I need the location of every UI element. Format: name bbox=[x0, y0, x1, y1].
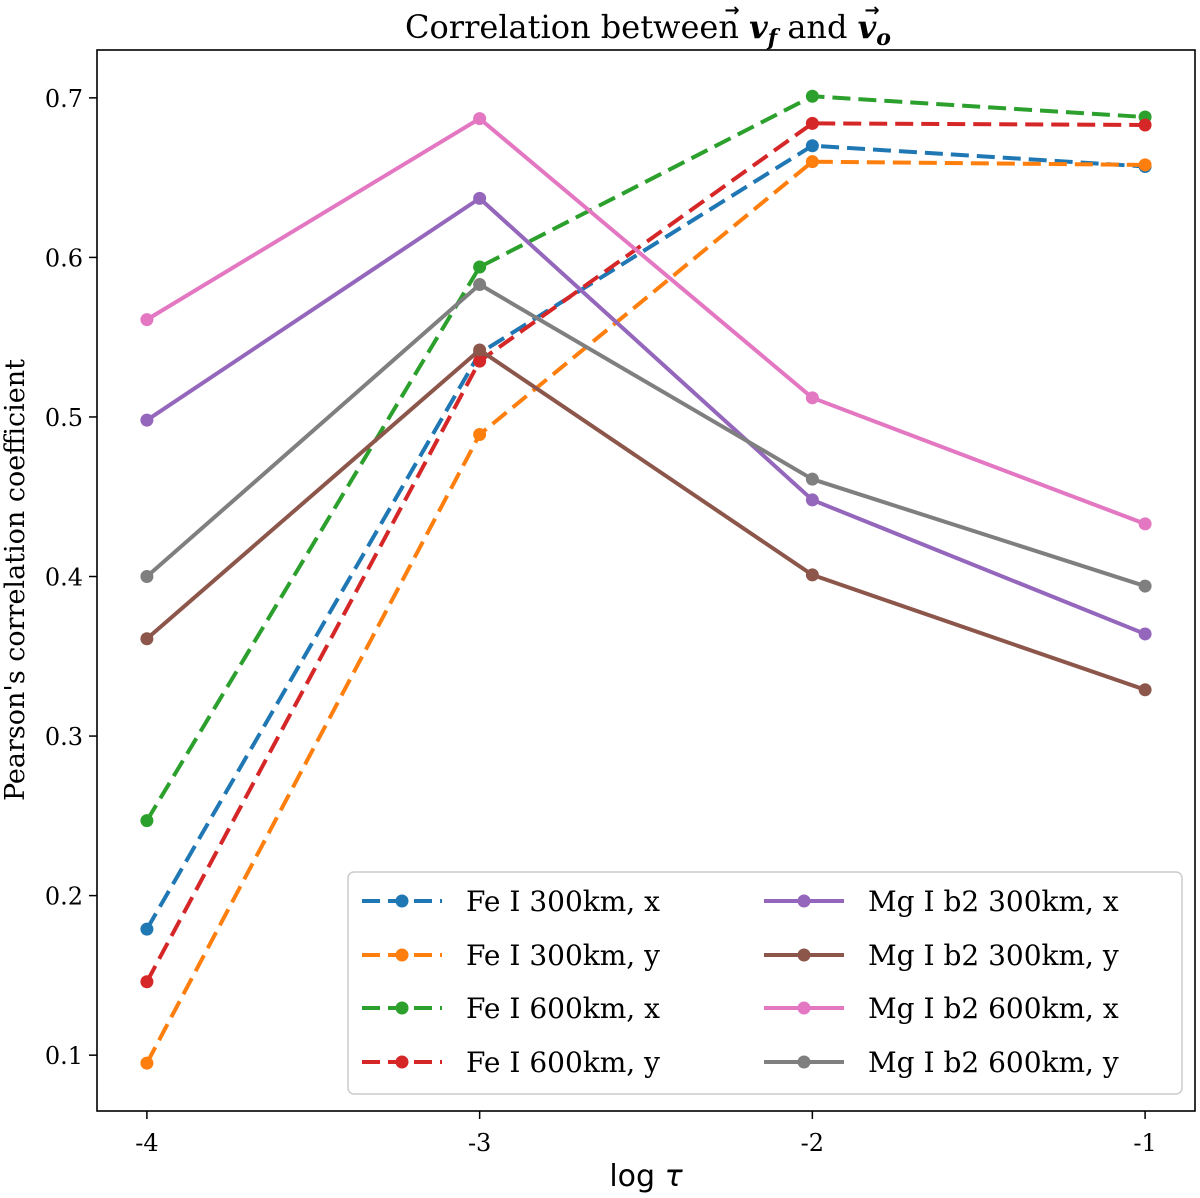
legend-label: Fe I 300km, y bbox=[466, 939, 660, 972]
data-point bbox=[473, 191, 487, 205]
legend-box bbox=[347, 871, 1183, 1095]
series-line bbox=[145, 116, 1146, 526]
data-point bbox=[140, 313, 154, 327]
series-line bbox=[145, 347, 1146, 692]
legend-entry: Fe I 600km, x bbox=[362, 992, 660, 1025]
data-point bbox=[140, 1056, 154, 1070]
series-line bbox=[145, 282, 1146, 588]
legend-label: Fe I 600km, y bbox=[466, 1046, 660, 1079]
data-point bbox=[1138, 579, 1152, 593]
x-tick-label: -2 bbox=[801, 1129, 824, 1157]
y-tick-label: 0.7 bbox=[45, 85, 83, 113]
legend-items: Fe I 300km, x Fe I 300km, y Fe I 600km, x F… bbox=[362, 885, 1119, 1079]
data-point bbox=[140, 570, 154, 584]
legend-label: Mg I b2 300km, x bbox=[868, 885, 1119, 918]
legend-swatch-marker bbox=[395, 894, 409, 908]
legend-label: Fe I 600km, x bbox=[466, 992, 660, 1025]
legend-entry: Fe I 300km, y bbox=[362, 939, 660, 972]
legend-entry: Fe I 600km, y bbox=[362, 1046, 660, 1079]
legend-swatch-marker bbox=[797, 948, 811, 962]
series-6 bbox=[140, 343, 1152, 697]
legend-entry: Mg I b2 600km, y bbox=[764, 1046, 1119, 1079]
data-point bbox=[473, 343, 487, 357]
x-axis-label: log τ bbox=[609, 1159, 683, 1194]
data-point bbox=[473, 278, 487, 292]
legend-entry: Mg I b2 600km, x bbox=[764, 992, 1119, 1025]
chart-title: Correlation between vf and vo bbox=[405, 8, 891, 51]
legend-swatch-marker bbox=[797, 1055, 811, 1069]
data-point bbox=[473, 428, 487, 442]
series-layer bbox=[140, 89, 1152, 1070]
y-tick-label: 0.3 bbox=[45, 723, 83, 751]
series-8 bbox=[140, 278, 1152, 593]
y-tick-label: 0.1 bbox=[45, 1042, 83, 1070]
title-v1-sub: f bbox=[766, 25, 781, 51]
title-v1: v bbox=[749, 8, 768, 46]
title-prefix: Correlation between bbox=[405, 8, 749, 46]
x-tick-label: -3 bbox=[468, 1129, 491, 1157]
data-point bbox=[140, 413, 154, 427]
legend: Fe I 300km, x Fe I 300km, y Fe I 600km, x F… bbox=[347, 871, 1183, 1095]
legend-label: Fe I 300km, x bbox=[466, 885, 660, 918]
series-line bbox=[145, 121, 1146, 983]
data-point bbox=[1138, 517, 1152, 531]
data-point bbox=[1138, 683, 1152, 697]
legend-label: Mg I b2 600km, x bbox=[868, 992, 1119, 1025]
data-point bbox=[1138, 627, 1152, 641]
y-tick-label: 0.6 bbox=[45, 244, 83, 272]
y-axis-label: Pearson's correlation coefficient bbox=[0, 359, 31, 801]
y-tick-label: 0.2 bbox=[45, 883, 83, 911]
data-point bbox=[805, 472, 819, 486]
series-line bbox=[145, 196, 1146, 636]
y-tick-label: 0.5 bbox=[45, 404, 83, 432]
series-line bbox=[145, 94, 1146, 822]
series-5 bbox=[140, 191, 1152, 641]
data-point bbox=[1138, 118, 1152, 132]
title-v2-sub: o bbox=[876, 25, 891, 51]
data-point bbox=[805, 139, 819, 153]
data-point bbox=[140, 632, 154, 646]
data-point bbox=[805, 391, 819, 405]
data-point bbox=[140, 975, 154, 989]
plot-frame bbox=[96, 49, 1196, 1112]
data-point bbox=[805, 89, 819, 103]
data-point bbox=[805, 116, 819, 130]
title-v1-arrow: → bbox=[724, 0, 739, 21]
legend-label: Mg I b2 300km, y bbox=[868, 939, 1119, 972]
y-axis-ticks: 0.1 0.2 0.3 0.4 0.5 0.6 0.7 bbox=[45, 85, 97, 1070]
legend-label: Mg I b2 600km, y bbox=[868, 1046, 1119, 1079]
legend-swatch-marker bbox=[797, 1001, 811, 1015]
series-3 bbox=[140, 89, 1152, 828]
data-point bbox=[805, 568, 819, 582]
series-2 bbox=[140, 155, 1152, 1070]
data-point bbox=[805, 155, 819, 169]
legend-swatch-marker bbox=[797, 894, 811, 908]
legend-entry: Mg I b2 300km, y bbox=[764, 939, 1119, 972]
data-point bbox=[473, 354, 487, 368]
legend-entry: Mg I b2 300km, x bbox=[764, 885, 1119, 918]
legend-swatch-marker bbox=[395, 948, 409, 962]
data-point bbox=[473, 112, 487, 126]
data-point bbox=[473, 260, 487, 274]
data-point bbox=[140, 922, 154, 936]
series-4 bbox=[140, 116, 1152, 989]
title-v2: v bbox=[858, 8, 877, 46]
x-tick-label: -1 bbox=[1133, 1129, 1156, 1157]
series-7 bbox=[140, 112, 1152, 531]
y-tick-label: 0.4 bbox=[45, 564, 83, 592]
series-line bbox=[145, 143, 1146, 931]
legend-swatch-marker bbox=[395, 1055, 409, 1069]
title-connector: and bbox=[777, 8, 858, 46]
x-tick-label: -4 bbox=[135, 1129, 158, 1157]
title-v2-arrow: → bbox=[864, 0, 879, 21]
data-point bbox=[805, 493, 819, 507]
legend-swatch-marker bbox=[395, 1001, 409, 1015]
series-line bbox=[145, 159, 1146, 1065]
data-point bbox=[1138, 158, 1152, 172]
data-point bbox=[140, 814, 154, 828]
x-axis-ticks: -4 -3 -2 -1 bbox=[135, 1111, 1157, 1157]
legend-entry: Fe I 300km, x bbox=[362, 885, 660, 918]
